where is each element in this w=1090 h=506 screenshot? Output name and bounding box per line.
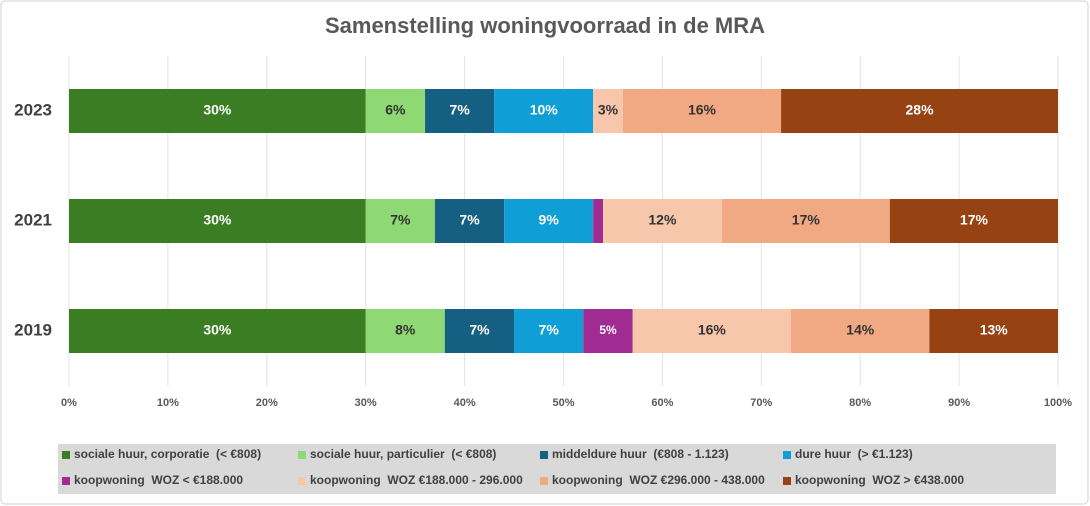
x-tick-label: 80%: [849, 397, 871, 409]
legend-marker: [298, 477, 306, 485]
bar-segment: [583, 309, 633, 353]
x-tick-label: 0%: [61, 397, 77, 409]
bar-segment: [365, 309, 445, 353]
bar-segment: [444, 309, 515, 353]
legend-label: koopwoning WOZ €296.000 - 438.000: [552, 473, 765, 487]
legend-marker: [62, 451, 70, 459]
legend-label: sociale huur, corporatie (< €808): [74, 447, 261, 461]
legend-marker: [62, 477, 70, 485]
legend-marker: [783, 477, 791, 485]
data-label: 30%: [203, 322, 232, 338]
bar-segment: [781, 89, 1058, 133]
data-label: 17%: [792, 212, 821, 228]
data-label: 12%: [648, 212, 677, 228]
data-label: 14%: [846, 322, 875, 338]
data-label: 7%: [459, 212, 480, 228]
legend-label: koopwoning WOZ < €188.000: [74, 473, 243, 487]
data-label: 7%: [469, 322, 490, 338]
data-label: 30%: [203, 102, 232, 118]
legend-label: koopwoning WOZ > €438.000: [795, 473, 964, 487]
bar-segment: [504, 199, 594, 243]
legend-background: [58, 444, 1056, 494]
x-tick-label: 100%: [1044, 397, 1072, 409]
data-label: 7%: [390, 212, 411, 228]
data-label: 7%: [539, 322, 560, 338]
data-label: 3%: [598, 102, 619, 118]
legend-label: koopwoning WOZ €188.000 - 296.000: [310, 473, 523, 487]
data-label: 7%: [450, 102, 471, 118]
data-label: 16%: [698, 322, 727, 338]
bar-segment: [622, 89, 782, 133]
bar-segment: [514, 309, 584, 353]
data-label: 13%: [980, 322, 1009, 338]
bar-segment: [593, 199, 604, 243]
chart-title: Samenstelling woningvoorraad in de MRA: [325, 13, 765, 38]
bar-segment: [365, 199, 435, 243]
data-label: 30%: [203, 212, 232, 228]
legend-label: middeldure huur (€808 - 1.123): [552, 447, 729, 461]
x-tick-label: 40%: [454, 397, 476, 409]
bar-segment: [632, 309, 791, 353]
bar-segment: [494, 89, 594, 133]
x-tick-label: 20%: [256, 397, 278, 409]
bar-segment: [889, 199, 1058, 243]
bar-segment: [603, 199, 722, 243]
data-label: 10%: [530, 102, 559, 118]
bar-segment: [69, 309, 366, 353]
legend-marker: [540, 477, 548, 485]
data-label: 9%: [539, 212, 560, 228]
legend-marker: [783, 451, 791, 459]
legend-label: dure huur (> €1.123): [795, 447, 913, 461]
data-label: 8%: [395, 322, 416, 338]
data-label: 16%: [688, 102, 717, 118]
legend-marker: [298, 451, 306, 459]
bar-segment: [593, 89, 623, 133]
x-tick-label: 30%: [355, 397, 377, 409]
legend-label: sociale huur, particulier (< €808): [310, 447, 496, 461]
bar-segment: [434, 199, 505, 243]
x-tick-label: 90%: [948, 397, 970, 409]
data-label: 6%: [385, 102, 406, 118]
bar-segment: [790, 309, 930, 353]
data-label: 28%: [906, 102, 935, 118]
bar-segment: [425, 89, 495, 133]
x-tick-label: 60%: [651, 397, 673, 409]
y-tick-label: 2021: [14, 210, 52, 229]
x-tick-label: 70%: [750, 397, 772, 409]
legend-marker: [540, 451, 548, 459]
bar-segment: [721, 199, 890, 243]
x-tick-label: 10%: [157, 397, 179, 409]
bar-segment: [69, 199, 366, 243]
y-tick-label: 2023: [14, 100, 52, 119]
data-label: 17%: [960, 212, 989, 228]
data-label: 5%: [599, 323, 617, 337]
x-tick-label: 50%: [552, 397, 574, 409]
bar-segment: [69, 89, 366, 133]
bar-segment: [929, 309, 1058, 353]
y-tick-label: 2019: [14, 320, 52, 339]
bar-segment: [365, 89, 426, 133]
